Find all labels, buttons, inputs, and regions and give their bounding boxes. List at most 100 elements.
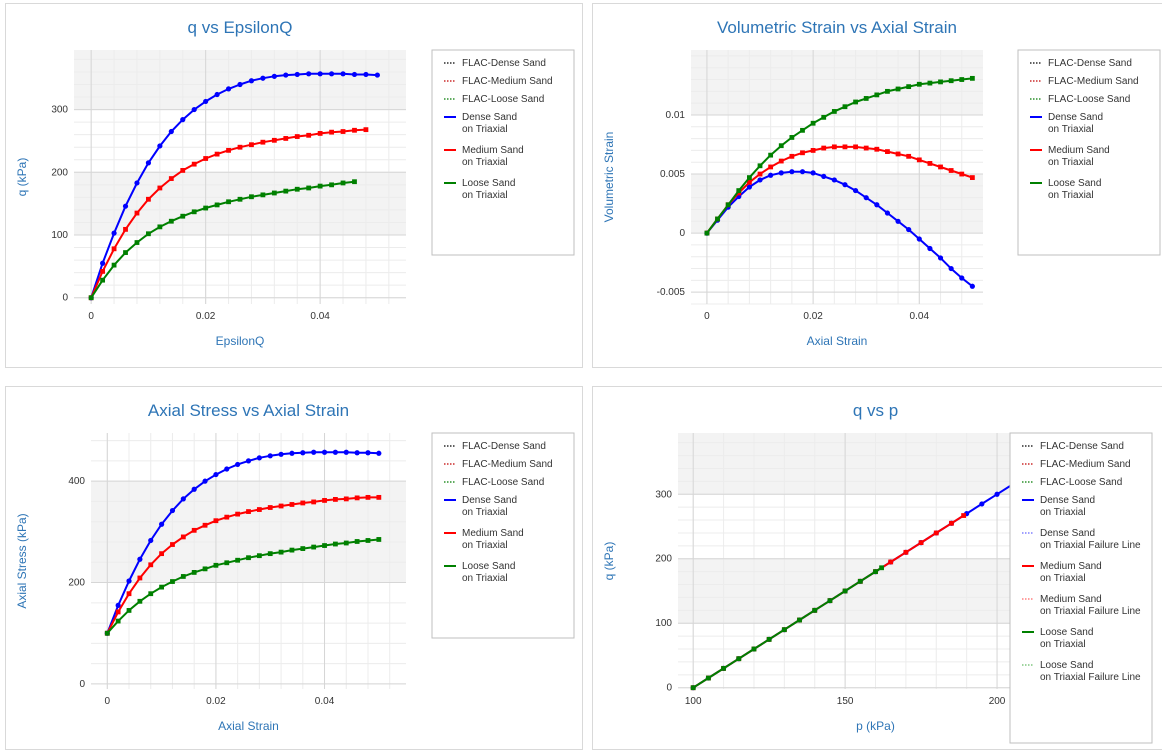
data-point bbox=[245, 458, 252, 464]
data-point bbox=[134, 210, 140, 216]
data-point bbox=[789, 169, 795, 175]
data-point bbox=[289, 450, 295, 456]
data-point bbox=[725, 202, 731, 208]
data-point bbox=[159, 551, 165, 557]
data-point bbox=[294, 186, 300, 192]
data-point bbox=[123, 226, 128, 232]
data-point bbox=[146, 231, 151, 237]
data-point bbox=[104, 630, 110, 636]
data-point bbox=[365, 450, 371, 456]
data-point bbox=[88, 295, 94, 301]
data-point bbox=[169, 507, 176, 514]
data-point bbox=[213, 518, 219, 524]
legend-frame bbox=[431, 432, 575, 639]
legend-label: FLAC-Loose Sand bbox=[1040, 477, 1122, 488]
data-point bbox=[757, 177, 763, 183]
data-point bbox=[797, 617, 802, 623]
data-point bbox=[191, 106, 197, 113]
data-point bbox=[203, 205, 209, 211]
data-point bbox=[969, 75, 975, 81]
data-point bbox=[224, 560, 230, 566]
data-point bbox=[852, 187, 859, 194]
data-point bbox=[328, 71, 335, 77]
chart-title: Volumetric Strain vs Axial Strain bbox=[717, 18, 957, 37]
data-point bbox=[821, 114, 827, 120]
data-point bbox=[354, 539, 360, 544]
data-point bbox=[226, 199, 231, 205]
data-point bbox=[271, 190, 277, 196]
legend: FLAC-Dense Sand FLAC-Medium Sand FLAC-Loos… bbox=[1009, 432, 1153, 744]
data-point bbox=[994, 491, 1000, 497]
data-point bbox=[927, 80, 933, 86]
data-point bbox=[246, 509, 251, 514]
data-point bbox=[267, 453, 273, 459]
chart-axial-stress: Axial Stress vs Axial Strain 0 0.02 0.04 0 20… bbox=[15, 401, 575, 733]
x-tick-label: 0.04 bbox=[910, 311, 930, 322]
data-point bbox=[916, 157, 922, 163]
x-axis-label: EpsilonQ bbox=[216, 334, 265, 348]
data-point bbox=[778, 143, 784, 149]
data-point bbox=[959, 77, 965, 82]
data-point bbox=[768, 152, 774, 158]
data-point bbox=[895, 218, 901, 224]
data-point bbox=[757, 171, 763, 177]
data-point bbox=[352, 179, 357, 185]
y-axis-label: q (kPa) bbox=[602, 542, 616, 581]
data-point bbox=[283, 188, 289, 194]
data-point bbox=[933, 530, 939, 536]
data-point bbox=[278, 549, 284, 555]
data-point bbox=[246, 555, 251, 561]
data-point bbox=[916, 81, 922, 87]
chart-volumetric-strain: Volumetric Strain vs Axial Strain 0 0.02 0.… bbox=[602, 18, 1161, 348]
data-point bbox=[202, 566, 208, 572]
data-point bbox=[340, 180, 346, 186]
data-point bbox=[237, 81, 243, 88]
y-tick-label: 200 bbox=[68, 578, 85, 589]
data-point bbox=[317, 131, 323, 136]
legend-label: on Triaxial bbox=[1040, 507, 1086, 518]
data-point bbox=[340, 71, 346, 77]
legend-frame bbox=[1009, 432, 1153, 744]
legend-label: Loose Sand bbox=[462, 178, 515, 189]
plot-band bbox=[691, 174, 983, 234]
legend-label: Medium Sand bbox=[462, 528, 524, 539]
data-point bbox=[260, 139, 266, 145]
y-tick-label: 200 bbox=[655, 554, 672, 565]
x-tick-label: 0.04 bbox=[315, 696, 335, 707]
data-point bbox=[306, 185, 312, 191]
data-point bbox=[343, 540, 349, 546]
chart-title: q vs EpsilonQ bbox=[188, 18, 293, 37]
legend-label: Dense Sand bbox=[1040, 495, 1095, 506]
data-point bbox=[873, 569, 878, 575]
y-tick-label: 100 bbox=[51, 230, 68, 241]
data-point bbox=[746, 184, 752, 190]
data-point bbox=[311, 449, 317, 455]
data-point bbox=[146, 196, 151, 202]
data-point bbox=[202, 522, 208, 528]
plot-band bbox=[74, 50, 406, 110]
data-point bbox=[283, 136, 289, 141]
data-point bbox=[885, 149, 890, 154]
y-tick-label: 0 bbox=[679, 228, 685, 239]
data-point bbox=[842, 144, 848, 150]
legend-entry: FLAC-Medium Sand bbox=[444, 76, 553, 87]
legend-entry: FLAC-Loose Sand bbox=[444, 94, 544, 105]
data-point bbox=[715, 216, 720, 222]
data-point bbox=[895, 86, 901, 92]
data-point bbox=[137, 556, 143, 562]
data-point bbox=[321, 449, 328, 455]
data-point bbox=[332, 449, 338, 455]
data-point bbox=[831, 144, 837, 150]
x-tick-label: 0.04 bbox=[310, 311, 330, 322]
data-point bbox=[853, 144, 858, 150]
data-point bbox=[340, 129, 346, 134]
data-point bbox=[170, 542, 175, 547]
data-point bbox=[376, 450, 382, 456]
